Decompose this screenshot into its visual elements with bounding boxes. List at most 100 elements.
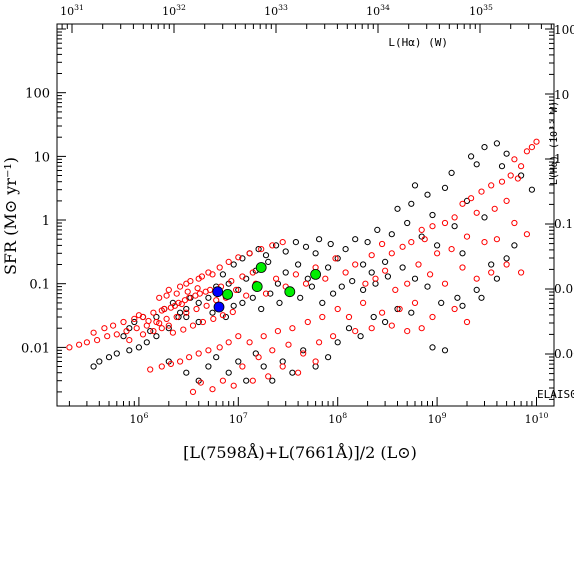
point-1-29 — [388, 250, 395, 257]
point-0-47 — [265, 258, 272, 265]
point-0-19 — [388, 231, 395, 238]
point-0-42 — [312, 250, 319, 257]
point-0-27 — [488, 261, 495, 268]
point-1-3 — [511, 156, 518, 163]
point-0-0 — [481, 144, 488, 151]
point-0-103 — [276, 299, 283, 306]
point-1-139 — [178, 300, 185, 308]
point-0-35 — [411, 275, 419, 282]
point-1-142 — [145, 317, 152, 325]
x-tick-label-1: 107 — [229, 411, 248, 426]
point-1-45 — [352, 261, 359, 268]
point-0-3 — [468, 153, 475, 160]
point-1-1 — [528, 144, 536, 151]
point-1-19 — [511, 219, 518, 227]
point-1-153 — [169, 329, 176, 336]
point-1-39 — [415, 261, 422, 268]
point-0-101 — [258, 305, 265, 313]
point-0-25 — [434, 242, 441, 249]
point-0-21 — [364, 239, 371, 246]
point-1-132 — [181, 297, 188, 304]
top-tick-label-1: 1032 — [162, 3, 186, 18]
point-1-46 — [342, 269, 349, 276]
point-1-93 — [205, 347, 212, 354]
x-tick-label-0: 106 — [129, 411, 148, 426]
point-0-37 — [382, 258, 389, 265]
point-3-0 — [222, 288, 234, 300]
point-0-134 — [120, 333, 127, 340]
point-0-22 — [352, 236, 359, 243]
point-1-170 — [165, 286, 172, 293]
point-1-109 — [189, 388, 197, 395]
point-1-70 — [104, 333, 111, 340]
point-1-164 — [225, 258, 232, 265]
point-1-105 — [230, 382, 237, 389]
point-1-75 — [463, 318, 471, 326]
point-1-24 — [448, 246, 455, 253]
point-0-62 — [126, 347, 133, 354]
point-1-152 — [158, 325, 165, 332]
point-1-168 — [269, 242, 276, 249]
point-1-155 — [189, 322, 197, 329]
point-0-1 — [493, 140, 500, 147]
point-1-174 — [209, 271, 216, 278]
point-0-122 — [302, 243, 310, 250]
point-1-89 — [246, 339, 253, 346]
point-1-30 — [379, 240, 386, 248]
point-0-93 — [478, 294, 485, 301]
point-1-56 — [243, 292, 250, 299]
point-1-136 — [150, 309, 157, 316]
point-1-87 — [274, 328, 281, 335]
point-1-0 — [533, 138, 540, 145]
point-0-17 — [451, 223, 458, 230]
point-1-120 — [404, 328, 411, 335]
point-0-118 — [262, 252, 270, 259]
point-1-77 — [429, 313, 436, 321]
point-1-101 — [295, 369, 302, 376]
point-1-80 — [379, 309, 386, 316]
point-0-64 — [105, 354, 113, 361]
point-1-62 — [183, 309, 190, 316]
point-1-110 — [239, 363, 246, 370]
top-axis-label: L(Hα) (W) — [388, 36, 448, 49]
point-0-56 — [183, 305, 190, 313]
point-1-16 — [441, 219, 449, 227]
point-0-59 — [153, 333, 160, 340]
point-0-2 — [503, 150, 510, 157]
point-1-94 — [195, 350, 202, 357]
point-1-169 — [279, 239, 286, 246]
point-1-43 — [372, 275, 379, 282]
point-1-36 — [459, 264, 466, 271]
point-1-99 — [147, 366, 154, 373]
point-0-58 — [165, 325, 172, 332]
point-0-80 — [300, 347, 307, 354]
point-1-57 — [233, 286, 240, 293]
point-0-109 — [338, 283, 345, 290]
point-1-12 — [503, 197, 510, 204]
plot-frame — [56, 23, 555, 407]
point-0-131 — [131, 318, 138, 326]
point-1-98 — [158, 363, 165, 370]
point-0-34 — [424, 283, 431, 290]
x-axis-label: [L(7598Å)+L(7661Å)]/2 (L⊙) — [183, 442, 417, 462]
point-1-23 — [463, 233, 471, 240]
point-1-67 — [133, 325, 140, 332]
point-1-156 — [199, 318, 206, 326]
point-3-3 — [284, 286, 296, 298]
point-0-54 — [205, 294, 212, 301]
point-1-15 — [451, 214, 458, 221]
point-1-143 — [156, 320, 163, 327]
point-1-31 — [368, 252, 375, 259]
point-1-7 — [514, 175, 522, 182]
point-1-104 — [249, 377, 256, 384]
point-1-173 — [198, 273, 205, 280]
point-0-16 — [481, 214, 488, 221]
point-0-60 — [143, 339, 150, 346]
point-0-46 — [274, 280, 281, 287]
point-1-4 — [518, 163, 525, 170]
point-0-71 — [213, 354, 220, 361]
point-1-78 — [411, 299, 419, 306]
x-tick-label-3: 109 — [428, 411, 447, 426]
point-0-107 — [319, 299, 326, 306]
point-0-9 — [441, 184, 449, 191]
